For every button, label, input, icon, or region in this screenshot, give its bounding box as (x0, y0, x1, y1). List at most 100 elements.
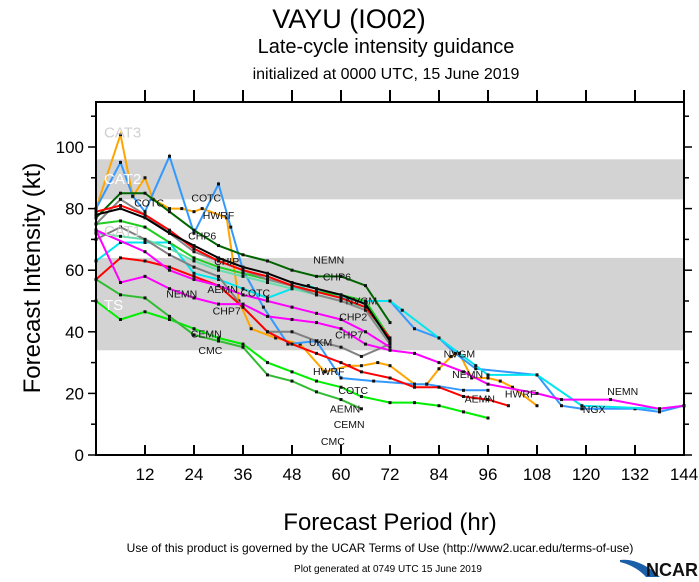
terms-of-use[interactable]: Use of this product is governed by the U… (127, 541, 634, 555)
data-point (364, 308, 367, 312)
data-point (290, 281, 294, 285)
data-point (266, 299, 269, 303)
data-point (241, 305, 245, 309)
data-point (217, 274, 220, 278)
data-point (119, 219, 122, 223)
data-point (192, 256, 196, 260)
data-point (168, 253, 171, 257)
data-point (119, 281, 122, 285)
data-point (506, 404, 510, 408)
data-point (143, 310, 147, 314)
data-point (180, 207, 184, 211)
data-point (168, 240, 171, 244)
data-point (413, 382, 416, 386)
data-point (192, 244, 196, 248)
data-point (290, 370, 294, 374)
series-label: COTC (338, 385, 368, 397)
data-point (315, 390, 318, 394)
data-point (315, 379, 318, 383)
data-point (217, 244, 220, 248)
data-point (388, 364, 392, 368)
y-tick-label: 60 (65, 261, 84, 280)
series-label: NEMN (313, 255, 344, 267)
data-point (339, 327, 343, 331)
data-point (535, 373, 539, 377)
category-band (96, 159, 684, 200)
data-point (192, 296, 196, 300)
data-point (437, 336, 441, 340)
data-point (266, 281, 269, 285)
data-point (388, 376, 392, 380)
data-point (486, 388, 490, 392)
data-point (241, 302, 245, 306)
data-point (290, 379, 294, 383)
data-point (535, 404, 539, 408)
data-point (119, 240, 122, 244)
data-point (229, 225, 233, 229)
data-point (241, 268, 245, 272)
series-label: NEMN (607, 386, 638, 398)
data-point (449, 354, 453, 358)
data-point (241, 253, 245, 257)
data-point (192, 277, 196, 281)
plot-generated: Plot generated at 0749 UTC 15 June 2019 (294, 564, 482, 575)
series-label: CMC (198, 345, 222, 357)
y-tick-label: 100 (56, 138, 84, 157)
data-point (286, 342, 290, 346)
series-label: CHP6 (323, 271, 351, 283)
x-tick-label: 72 (381, 465, 400, 484)
data-point (143, 225, 147, 229)
data-point (119, 191, 122, 195)
series-nemn (94, 228, 686, 411)
x-tick-label: 96 (479, 465, 498, 484)
x-tick-label: 24 (185, 465, 204, 484)
data-point (200, 207, 204, 211)
series-label: CEMN (334, 419, 365, 431)
data-point (388, 345, 392, 349)
data-point (457, 351, 461, 355)
y-tick-label: 40 (65, 323, 84, 342)
data-point (168, 265, 171, 269)
data-point (192, 247, 196, 251)
data-point (217, 259, 220, 263)
data-point (266, 373, 269, 377)
data-point (413, 327, 416, 331)
data-point (290, 317, 294, 321)
data-point (119, 234, 122, 238)
data-point (192, 210, 196, 214)
data-point (217, 277, 220, 281)
data-point (274, 336, 278, 340)
data-point (339, 274, 343, 278)
series-label: AEMN (330, 403, 360, 415)
band-label: CAT3 (104, 125, 141, 142)
data-point (339, 398, 343, 402)
data-point (437, 404, 441, 408)
data-point (359, 354, 363, 358)
data-point (168, 317, 171, 321)
data-point (168, 210, 171, 214)
y-tick-label: 20 (65, 384, 84, 403)
data-point (192, 259, 196, 263)
series-label: CHIP (214, 256, 239, 268)
series-label: HWRF (203, 210, 235, 222)
data-point (192, 250, 196, 254)
data-point (580, 404, 584, 408)
y-tick-label: 0 (75, 446, 84, 465)
x-tick-label: 36 (234, 465, 253, 484)
data-point (119, 293, 122, 297)
data-point (217, 302, 220, 306)
data-point (241, 293, 245, 297)
series-label: NEMN (452, 369, 483, 381)
data-point (388, 336, 392, 340)
data-point (462, 388, 465, 392)
data-point (339, 385, 343, 389)
data-point (168, 287, 171, 291)
data-point (462, 394, 465, 398)
data-point (143, 259, 147, 263)
data-point (413, 385, 416, 389)
series-line (95, 278, 362, 410)
data-point (192, 231, 196, 235)
data-point (413, 351, 416, 355)
data-point (339, 345, 343, 349)
data-point (486, 376, 490, 380)
